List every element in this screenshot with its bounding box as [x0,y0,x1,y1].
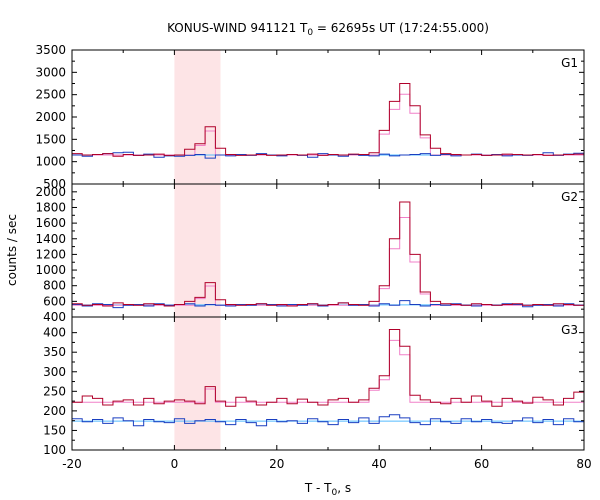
y-tick-label: 3000 [35,65,66,79]
panel-frame-g3 [71,316,585,451]
x-tick-label: 80 [576,457,591,471]
y-tick-label: 300 [43,365,66,379]
y-axis-label: counts / sec [5,214,19,286]
y-tick-label: 150 [43,423,66,437]
burst-counts-series [72,329,584,407]
chart-title: KONUS-WIND 941121 T0 = 62695s UT (17:24:… [167,21,489,38]
highlight-region [174,50,221,450]
y-tick-label: 350 [43,345,66,359]
y-tick-label: 3500 [35,43,66,57]
burst-counts-series [72,201,584,307]
y-tick-label: 800 [43,279,66,293]
y-tick-label: 1000 [35,263,66,277]
panel-label-g2: G2 [561,190,578,204]
panel-label-g3: G3 [561,323,578,337]
panel-g3 [72,329,584,427]
burst-fit-series [72,339,584,403]
y-tick-label: 400 [43,326,66,340]
y-tick-label: 2000 [35,110,66,124]
panel-frame-g2 [71,183,585,318]
y-tick-label: 2000 [35,185,66,199]
y-tick-label: 1400 [35,232,66,246]
burst-counts-series [72,83,584,157]
x-axis-label: T - T0, s [304,481,351,498]
x-tick-label: 60 [474,457,489,471]
y-tick-label: 1200 [35,247,66,261]
panel-g2 [72,201,584,309]
label-layer: KONUS-WIND 941121 T0 = 62695s UT (17:24:… [5,21,592,498]
x-tick-label: 0 [171,457,179,471]
panel-label-g1: G1 [561,56,578,70]
y-tick-label: 200 [43,404,66,418]
burst-fit-series [72,217,584,306]
background-counts-series [72,414,584,427]
y-tick-label: 250 [43,384,66,398]
highlight-layer [174,50,221,450]
y-tick-label: 1800 [35,200,66,214]
y-tick-label: 600 [43,294,66,308]
panel-g1 [72,83,584,159]
y-tick-label: 1000 [35,155,66,169]
x-tick-label: 40 [372,457,387,471]
y-tick-label: 400 [43,310,66,324]
y-tick-label: 1500 [35,132,66,146]
burst-fit-series [72,93,584,156]
panel-frame-g1 [71,49,585,185]
x-tick-label: -20 [62,457,82,471]
y-tick-label: 100 [43,443,66,457]
y-tick-label: 500 [43,177,66,191]
frame-layer [71,49,585,451]
plot-layer [72,83,584,427]
x-tick-label: 20 [269,457,284,471]
y-tick-label: 1600 [35,216,66,230]
y-tick-label: 2500 [35,88,66,102]
